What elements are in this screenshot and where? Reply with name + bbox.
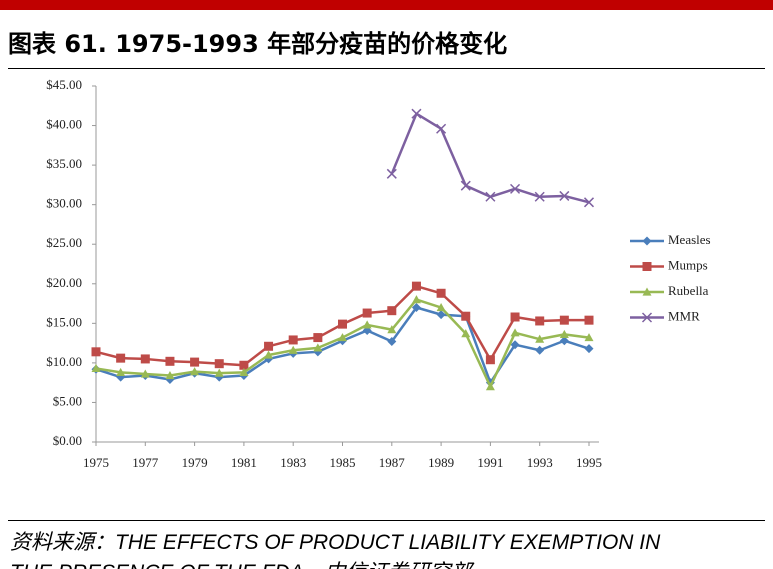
data-point (411, 295, 421, 304)
data-point (140, 354, 150, 364)
data-point (510, 312, 520, 322)
data-point (559, 329, 569, 339)
x-tick-label: 1983 (280, 455, 306, 470)
data-point (461, 329, 471, 338)
legend-label: MMR (668, 308, 700, 323)
data-point (190, 367, 200, 376)
top-bar (0, 0, 773, 10)
data-point (461, 311, 471, 321)
data-point (460, 180, 471, 191)
data-point (165, 371, 175, 380)
x-tick-label: 1977 (132, 455, 159, 470)
data-point (387, 306, 397, 316)
y-tick-label: $0.00 (53, 433, 82, 448)
data-point (535, 334, 545, 343)
x-tick-label: 1991 (477, 455, 503, 470)
data-point (411, 281, 421, 291)
data-point (485, 355, 495, 365)
data-point (411, 303, 421, 313)
data-point (534, 191, 545, 202)
data-point (535, 345, 545, 355)
legend-marker (642, 262, 652, 271)
data-point (559, 315, 569, 325)
data-point (387, 337, 397, 347)
data-point (362, 308, 372, 318)
data-point (535, 316, 545, 326)
data-point (288, 335, 298, 345)
legend-label: Measles (668, 232, 711, 247)
x-tick-label: 1975 (83, 455, 109, 470)
data-point (239, 360, 249, 370)
data-point (436, 288, 446, 298)
data-point (214, 359, 224, 369)
legend-marker (641, 312, 653, 323)
legend-label: Mumps (668, 257, 708, 272)
data-point (140, 369, 150, 378)
y-tick-label: $20.00 (46, 275, 82, 290)
x-tick-label: 1979 (182, 455, 208, 470)
x-tick-label: 1985 (330, 455, 356, 470)
y-tick-label: $10.00 (46, 354, 82, 369)
chart-title: 图表 61. 1975-1993 年部分疫苗的价格变化 (8, 30, 508, 58)
data-point (116, 353, 126, 363)
data-point (239, 367, 249, 376)
y-tick-label: $35.00 (46, 156, 82, 171)
data-point (313, 333, 323, 343)
data-point (387, 325, 397, 334)
data-point (91, 347, 101, 357)
data-point (386, 168, 397, 179)
data-point (584, 333, 594, 342)
data-point (584, 315, 594, 325)
data-point (510, 340, 520, 350)
data-point (362, 320, 372, 329)
data-point (264, 350, 274, 359)
y-tick-label: $30.00 (46, 196, 82, 211)
x-tick-label: 1993 (527, 455, 553, 470)
y-tick-label: $45.00 (46, 77, 82, 92)
data-point (583, 197, 595, 208)
rule (8, 68, 765, 69)
legend-marker (642, 287, 652, 296)
data-point (510, 183, 521, 194)
y-tick-label: $40.00 (46, 117, 82, 132)
source-note: 资料来源：THE EFFECTS OF PRODUCT LIABILITY EX… (10, 531, 661, 569)
data-point (510, 328, 520, 337)
data-point (264, 341, 274, 351)
legend-marker (642, 236, 652, 246)
data-point (485, 382, 495, 391)
x-tick-label: 1981 (231, 455, 257, 470)
data-point (411, 108, 422, 119)
legend-label: Rubella (668, 283, 709, 298)
data-point (338, 319, 347, 329)
x-tick-label: 1987 (379, 455, 406, 470)
data-point (559, 336, 569, 346)
data-point (116, 367, 126, 376)
rule (8, 520, 765, 521)
data-point (165, 356, 175, 366)
data-point (91, 363, 101, 373)
series-line (390, 112, 590, 204)
chart: $0.00 $5.00 $10.00 $15.00 $20.00 $25.00 $30.00… (46, 77, 711, 470)
x-tick-label: 1989 (428, 455, 454, 470)
data-point (559, 190, 570, 201)
x-tick-label: 1995 (576, 455, 602, 470)
data-point (436, 123, 447, 134)
data-point (584, 344, 594, 354)
y-tick-label: $15.00 (46, 314, 82, 329)
data-point (214, 368, 224, 377)
data-point (436, 303, 446, 312)
data-point (313, 343, 323, 352)
data-point (338, 333, 347, 342)
data-point (485, 191, 496, 202)
data-point (190, 357, 200, 367)
y-tick-label: $25.00 (46, 235, 82, 250)
y-tick-label: $5.00 (53, 393, 82, 408)
data-point (288, 345, 298, 354)
data-point (436, 310, 446, 320)
